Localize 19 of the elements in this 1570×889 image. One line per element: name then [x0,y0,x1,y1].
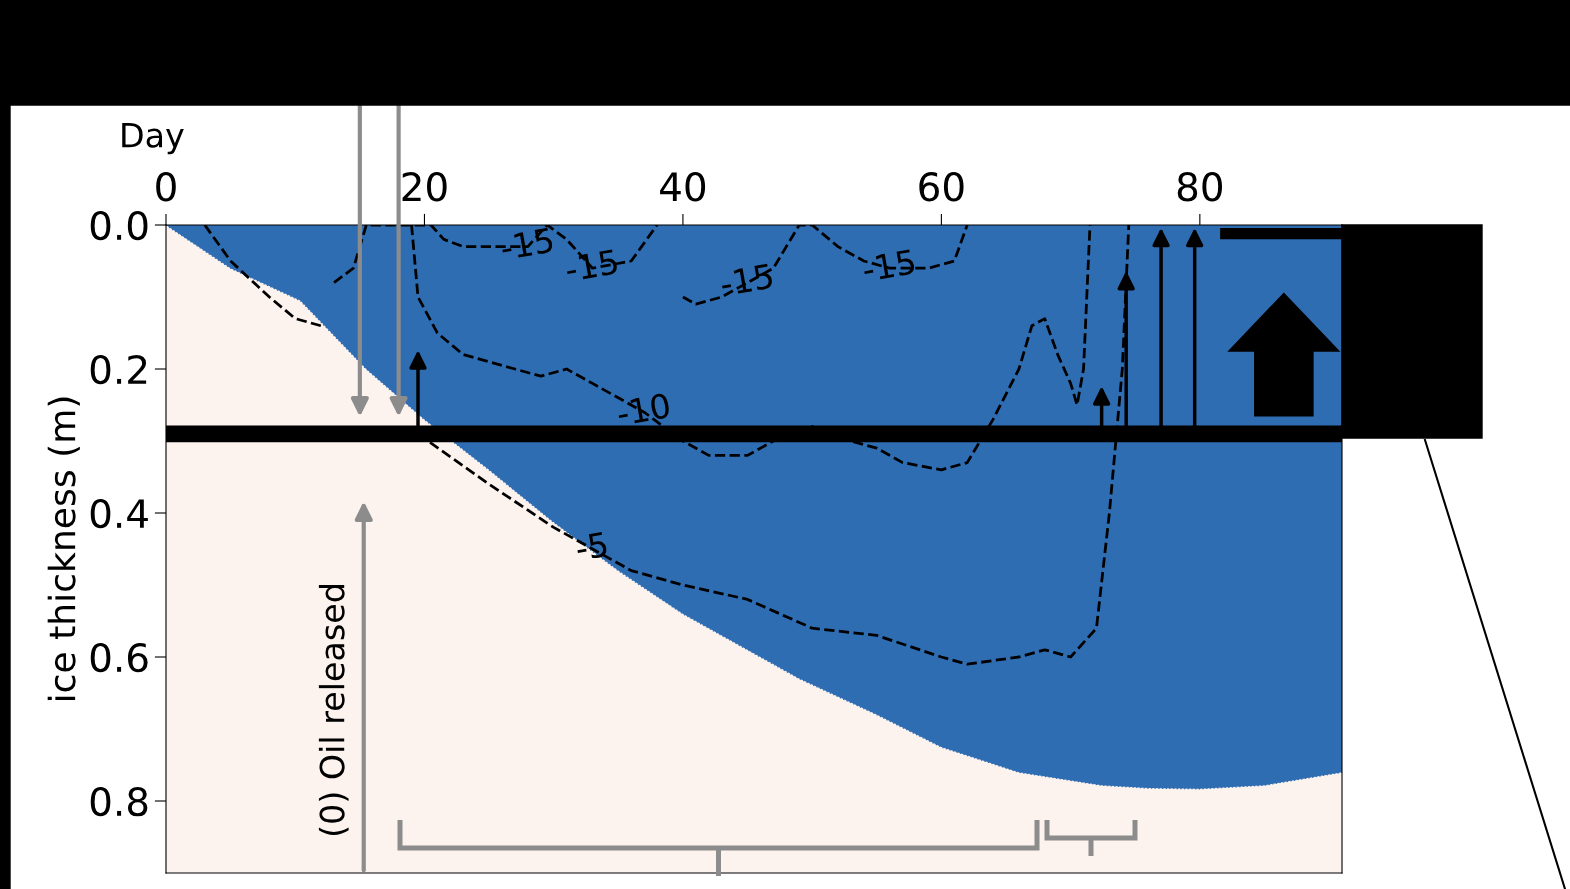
y-axis-title: ice thickness (m) [47,397,80,701]
annotation: -15 [500,227,554,261]
y-tick-label: 0.8 [90,786,148,817]
annotation: -10 [616,392,671,427]
x-tick-label: 40 [660,172,706,202]
x-tick-label: 80 [1177,172,1223,202]
y-tick-label: 0.0 [90,210,148,241]
annotation: -15 [564,249,619,283]
y-tick-label: 0.4 [90,498,148,529]
x-axis-title: Day [122,122,184,155]
y-tick-label: 0.2 [90,354,147,385]
x-tick-label: 60 [919,172,964,202]
x-tick-label: 0 [156,172,176,202]
annotation: -15 [719,263,774,297]
y-tick-label: 0.6 [90,642,148,673]
annotation: -15 [861,249,916,283]
annotation: (0) Oil released [318,585,349,836]
annotation: -5 [575,531,608,562]
x-tick-label: 20 [402,172,447,202]
